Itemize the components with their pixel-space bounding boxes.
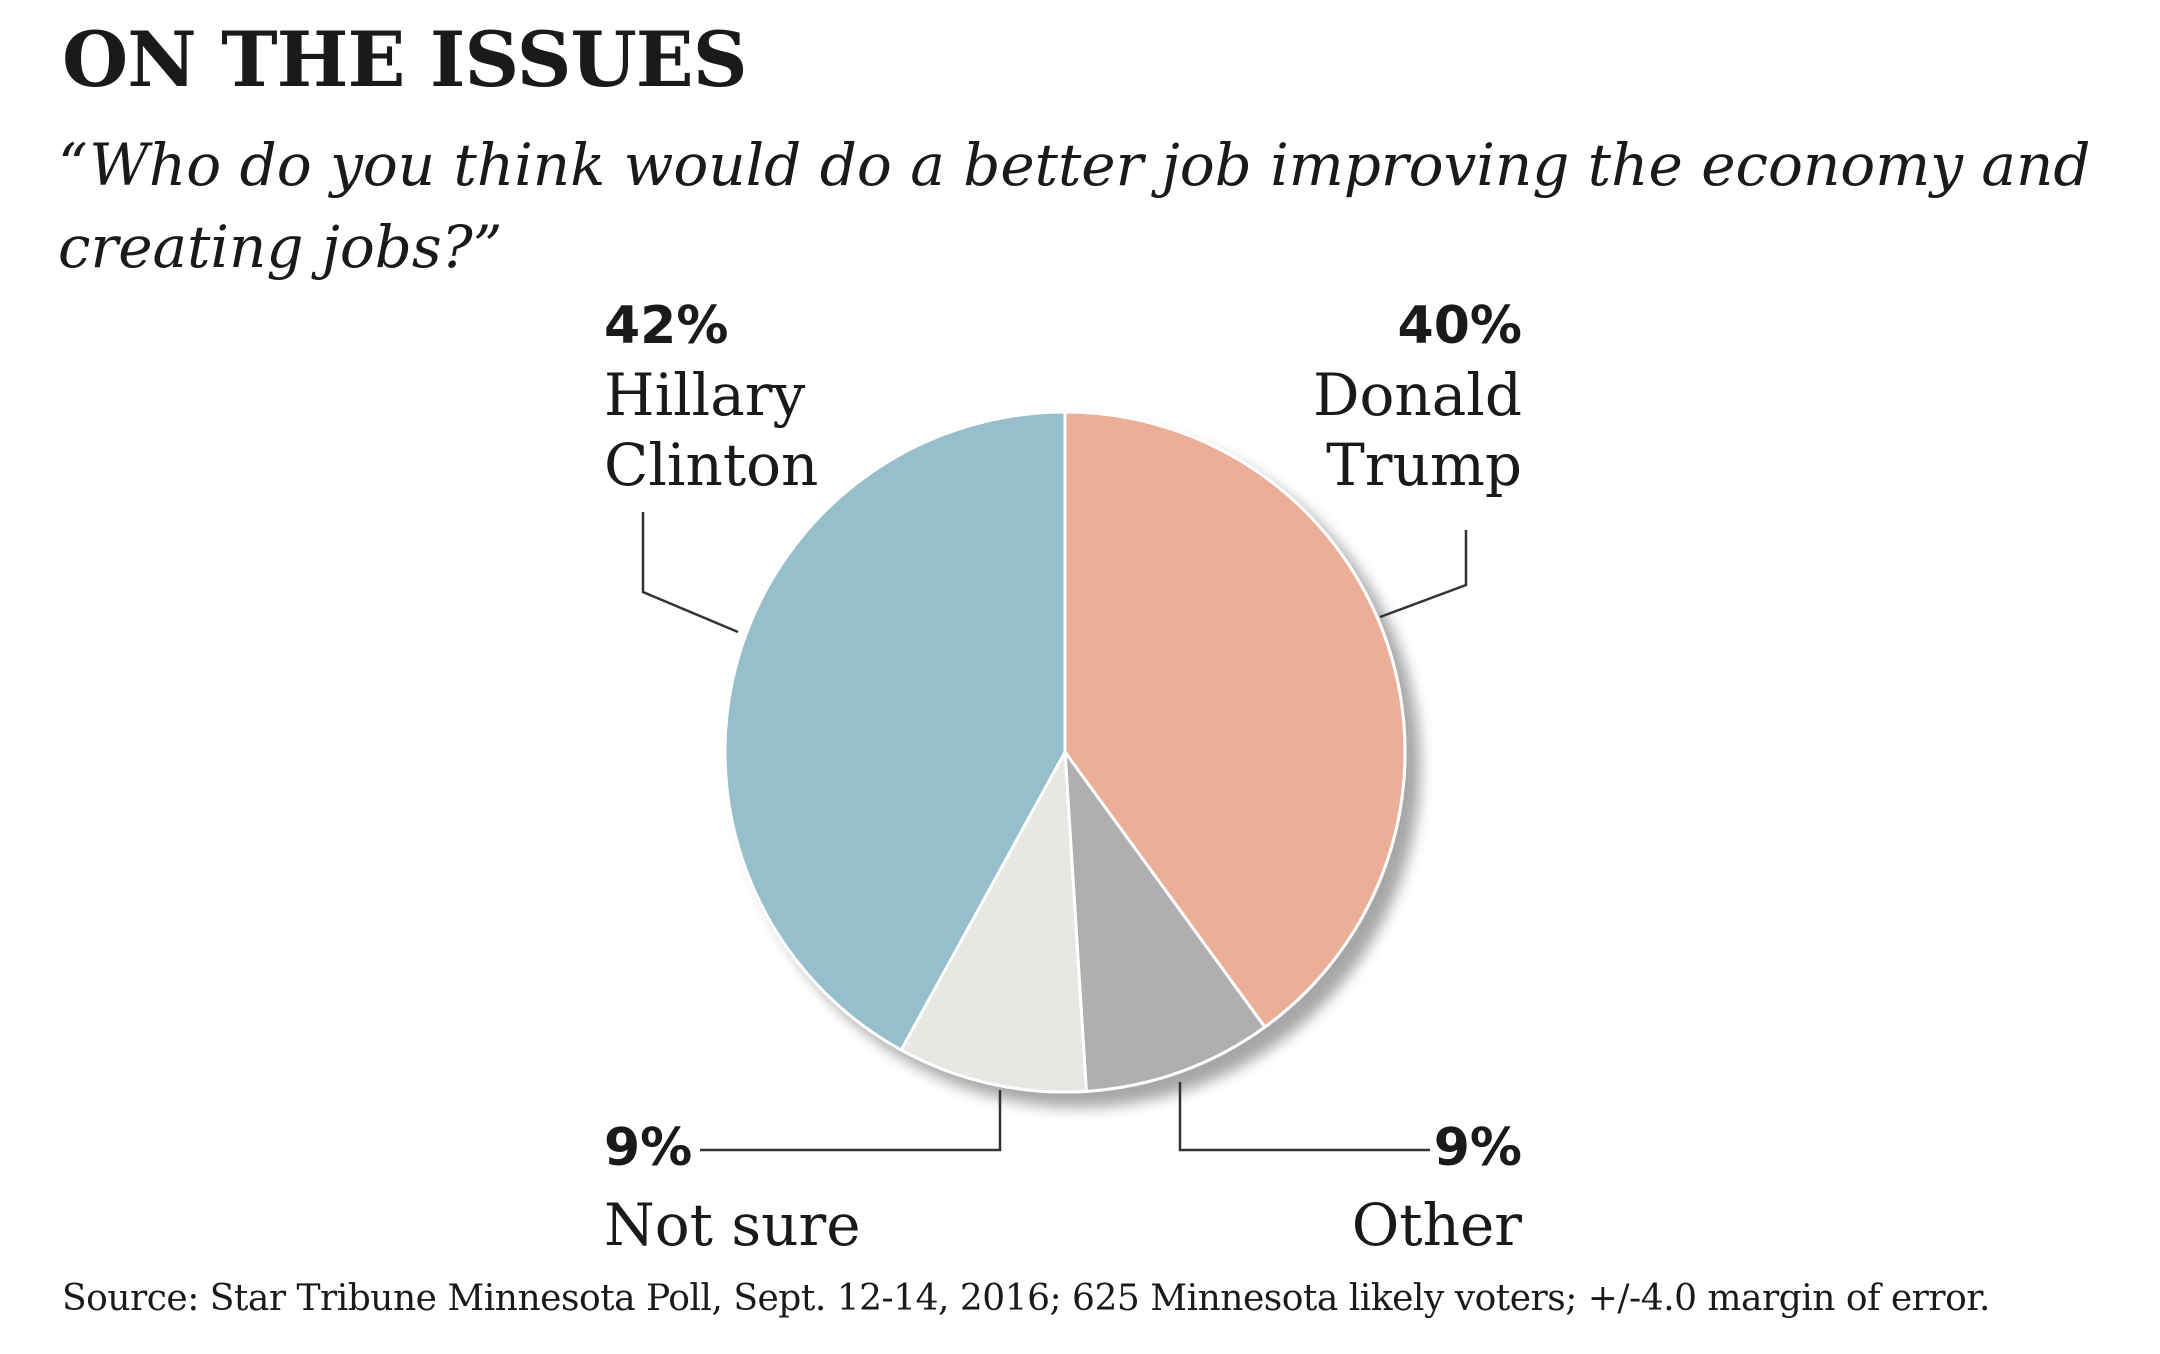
- label-clinton-pct: 42%: [604, 296, 729, 356]
- chart-title: ON THE ISSUES: [62, 15, 748, 104]
- label-trump: 40% Donald Trump: [1300, 300, 1522, 500]
- source-note: Source: Star Tribune Minnesota Poll, Sep…: [62, 1278, 1990, 1319]
- leader-line-clinton: [641, 512, 739, 634]
- pie-slice-donald-trump: [1063, 410, 1407, 1030]
- leader-line-trump: [1379, 530, 1468, 619]
- pie-slice-other: [1063, 746, 1267, 1093]
- label-trump-pct: 40%: [1397, 296, 1522, 356]
- label-other-pct: 9%: [1433, 1118, 1522, 1178]
- pie-slice-not-sure: [899, 746, 1088, 1094]
- leader-line-other: [1178, 1082, 1430, 1152]
- label-other: 9% Other: [1300, 1122, 1522, 1260]
- label-trump-name-line2: Trump: [1326, 431, 1522, 499]
- pie-slice-hillary-clinton: [723, 410, 1067, 1052]
- label-not-sure-pct: 9%: [604, 1118, 693, 1178]
- leader-line-not-sure: [700, 1090, 1002, 1152]
- label-not-sure: 9% Not sure: [604, 1122, 861, 1260]
- label-trump-name-line1: Donald: [1312, 361, 1522, 429]
- label-clinton-name-line2: Clinton: [604, 431, 819, 499]
- label-clinton: 42% Hillary Clinton: [604, 300, 818, 500]
- chart-question: “Who do you think would do a better job …: [58, 131, 2091, 281]
- label-clinton-name-line1: Hillary: [604, 361, 806, 429]
- label-other-name: Other: [1351, 1191, 1522, 1259]
- label-not-sure-name: Not sure: [604, 1191, 861, 1259]
